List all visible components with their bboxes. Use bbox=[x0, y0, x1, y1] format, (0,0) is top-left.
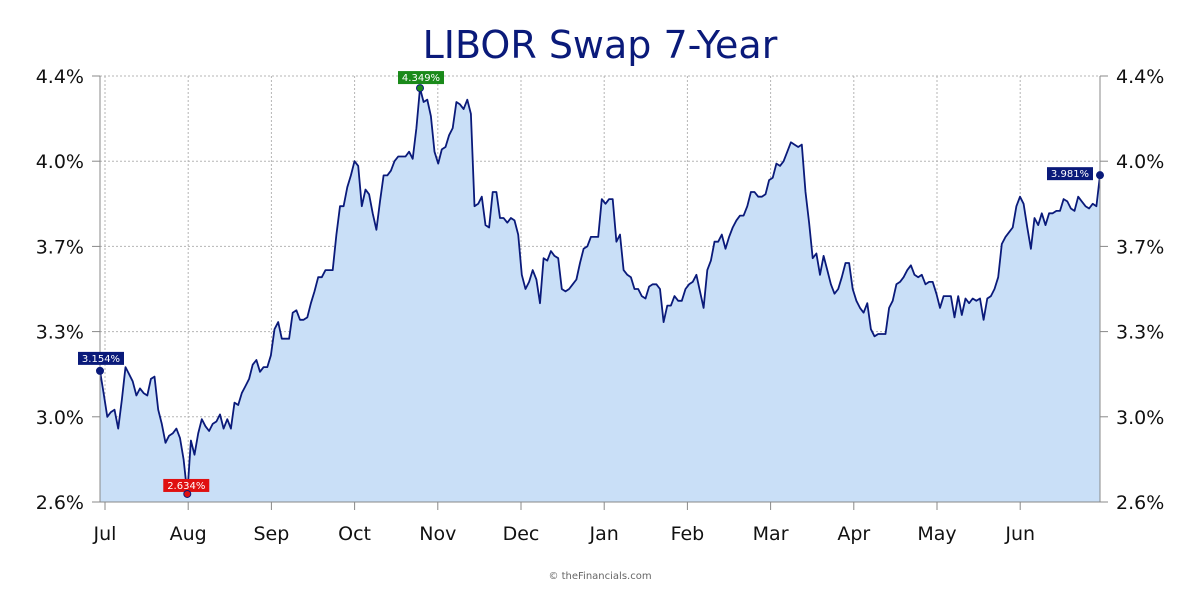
y-tick-label: 3.0% bbox=[1116, 407, 1164, 429]
annotation-label: 3.981% bbox=[1051, 169, 1089, 180]
y-tick-label: 2.6% bbox=[36, 492, 84, 514]
annotations: 3.154% 2.634% 4.349% 3.981% bbox=[78, 71, 1104, 498]
annotation-marker bbox=[183, 489, 192, 498]
annotation-box bbox=[78, 351, 124, 365]
y-tick-label: 3.7% bbox=[1116, 236, 1164, 258]
x-tick-label: Dec bbox=[503, 523, 540, 545]
x-tick-label: May bbox=[917, 523, 956, 545]
annotation-start: 3.154% bbox=[78, 351, 124, 375]
y-tick-label: 4.4% bbox=[1116, 66, 1164, 88]
x-tick-label: Sep bbox=[253, 523, 289, 545]
x-tick-label: Jan bbox=[589, 523, 619, 545]
annotation-marker bbox=[96, 366, 104, 375]
credit-text: © theFinancials.com bbox=[548, 571, 651, 582]
x-tick-label: Mar bbox=[753, 523, 789, 545]
annotation-box bbox=[1047, 167, 1093, 181]
annotation-marker bbox=[416, 84, 424, 93]
series-area bbox=[99, 87, 1101, 502]
annotation-high: 4.349% bbox=[398, 71, 444, 93]
annotation-label: 2.634% bbox=[167, 481, 205, 492]
y-tick-label: 4.0% bbox=[1116, 151, 1164, 173]
x-tick-label: Oct bbox=[338, 523, 371, 545]
y-axis-left: 2.6% 3.0% 3.3% 3.7% 4.0% 4.4% bbox=[36, 66, 100, 514]
annotation-box bbox=[398, 71, 444, 85]
x-tick-label: Nov bbox=[419, 523, 456, 545]
annotation-label: 4.349% bbox=[402, 73, 440, 84]
annotation-label: 3.154% bbox=[82, 354, 120, 365]
y-tick-label: 4.4% bbox=[36, 66, 84, 88]
x-tick-label: Apr bbox=[837, 523, 870, 545]
y-tick-label: 2.6% bbox=[1116, 492, 1164, 514]
series-fill bbox=[100, 88, 1100, 502]
annotation-end: 3.981% bbox=[1047, 167, 1104, 181]
x-tick-label: Jun bbox=[1004, 523, 1035, 545]
chart-title: LIBOR Swap 7-Year bbox=[423, 23, 778, 67]
y-tick-label: 4.0% bbox=[36, 151, 84, 173]
x-tick-label: Feb bbox=[671, 523, 705, 545]
x-tick-label: Jul bbox=[93, 523, 117, 545]
y-tick-label: 3.0% bbox=[36, 407, 84, 429]
x-tick-label: Aug bbox=[170, 523, 207, 545]
y-tick-label: 3.3% bbox=[1116, 322, 1164, 344]
series-line bbox=[99, 87, 1101, 495]
annotation-low: 2.634% bbox=[163, 478, 210, 498]
x-axis: Jul Aug Sep Oct Nov Dec Jan Feb Mar Apr May Jun bbox=[93, 502, 1035, 545]
y-axis-right: 2.6% 3.0% 3.3% 3.7% 4.0% 4.4% bbox=[1100, 66, 1164, 514]
y-tick-label: 3.7% bbox=[36, 236, 84, 258]
annotation-box bbox=[163, 478, 210, 492]
axes bbox=[99, 76, 1101, 503]
annotation-marker bbox=[1096, 171, 1104, 180]
y-tick-label: 3.3% bbox=[36, 322, 84, 344]
